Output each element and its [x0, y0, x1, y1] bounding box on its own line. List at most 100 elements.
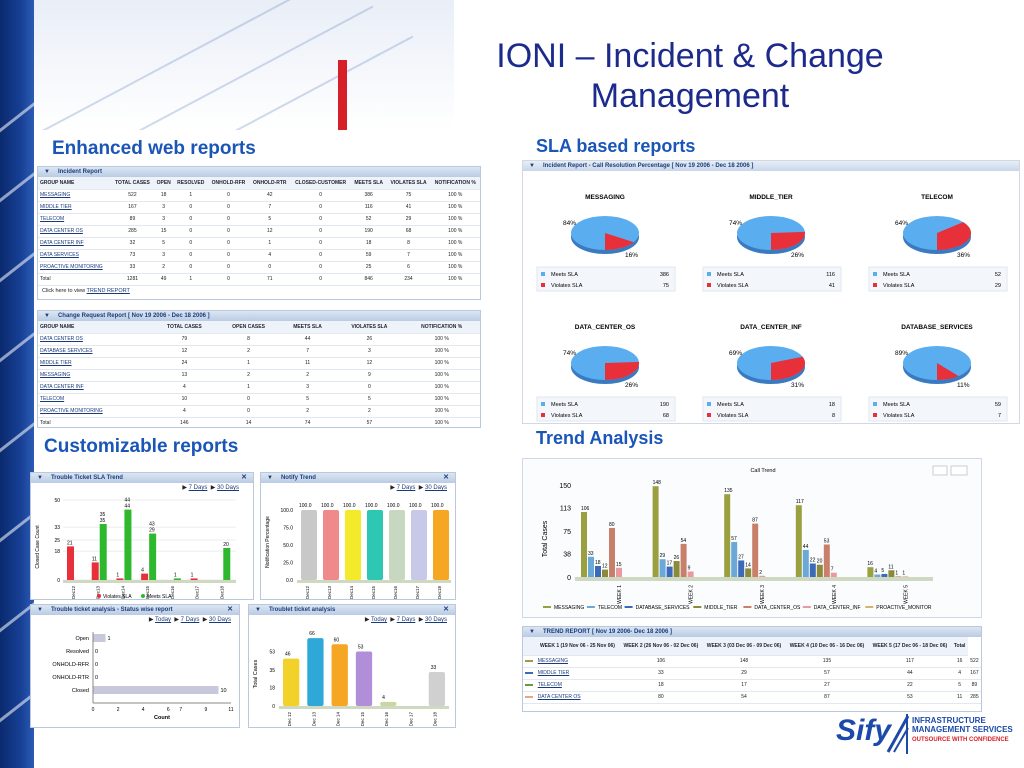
group-name-cell[interactable]: DATA SERVICES [38, 249, 112, 262]
legend-label: DATA_CENTER_OS [754, 605, 801, 611]
bar-label: 54 [681, 538, 687, 544]
pie-legend-box [702, 396, 842, 422]
line-chart-toggle-icon [950, 465, 968, 476]
collapse-icon[interactable]: ▼ [44, 169, 50, 175]
value-cell: 18 [619, 679, 703, 692]
group-name-cell[interactable]: MESSAGING [535, 655, 620, 668]
bar-label: 1 [902, 570, 905, 576]
collapse-icon[interactable]: ▼ [37, 475, 43, 481]
x-tick-label: Dec17 [415, 586, 420, 600]
bar-label: 35 [100, 518, 106, 524]
legend-meets-value: 190 [660, 402, 669, 408]
value-cell: 10 [151, 393, 218, 406]
collapse-icon[interactable]: ▼ [529, 163, 535, 169]
bar-label: 100.0 [343, 503, 356, 509]
link-30-days[interactable]: 30 Days [216, 485, 239, 491]
link-7-days[interactable]: 7 Days [180, 617, 200, 623]
legend-swatch [586, 606, 595, 608]
incident-report-header[interactable]: ▼ Incident Report [38, 167, 480, 177]
collapse-icon[interactable]: ▼ [529, 629, 535, 635]
value-cell: 0 [290, 225, 351, 238]
collapse-icon[interactable]: ▼ [267, 475, 273, 481]
x-tick-label: 7 [179, 707, 182, 713]
slide-title-line2: Management [590, 77, 790, 115]
meets-pct-label: 69% [729, 350, 742, 357]
bar-label: 0 [95, 649, 98, 655]
group-name-cell[interactable]: TELECOM [535, 679, 620, 692]
group-name-cell[interactable]: MESSAGING [38, 369, 152, 382]
notify-trend-chart: Notification Percentage 100.0 75.0 50.0 25.0… [265, 503, 451, 600]
bar-label: 11 [888, 564, 893, 570]
legend-meets-label: Meets SLA [717, 402, 744, 408]
group-name-cell[interactable]: TELECOM [38, 393, 152, 406]
bar-label: 100.0 [299, 503, 312, 509]
link-today[interactable]: Today [155, 617, 172, 623]
value-cell: 0 [290, 261, 351, 274]
pie-legend-box [536, 396, 676, 422]
bar-label: 60 [334, 637, 340, 643]
group-name-cell[interactable]: PROACTIVE MONITORING [38, 261, 112, 274]
group-name-cell[interactable]: DATA CENTER OS [535, 691, 620, 704]
status-report-links: ▶ Today ▶ 7 Days ▶ 30 Days [148, 617, 231, 623]
status-report-header[interactable]: ▼ Trouble ticket analysis - Status wise r… [31, 605, 239, 615]
value-cell: 89 [111, 213, 154, 226]
group-name-cell[interactable]: DATA CENTER OS [38, 225, 112, 238]
group-name-cell[interactable]: MIDDLE TIER [38, 201, 112, 214]
group-name-cell[interactable]: DATA CENTER INF [38, 237, 112, 250]
link-7-days[interactable]: 7 Days [396, 485, 416, 491]
collapse-icon[interactable]: ▼ [37, 607, 43, 613]
group-name-cell[interactable]: DATA CENTER INF [38, 381, 152, 394]
value-cell: 5 [951, 679, 968, 692]
meets-pct-label: 74% [563, 350, 576, 357]
series-swatch [523, 691, 536, 704]
group-name-cell[interactable]: PROACTIVE MONITORING [38, 405, 152, 418]
link-30-days[interactable]: 30 Days [424, 485, 447, 491]
legend-meets-swatch [541, 402, 545, 406]
group-name-cell[interactable]: DATABASE SERVICES [38, 345, 152, 358]
table-row: MESSAGING 106 148 135 117 16 522 [523, 655, 981, 668]
collapse-icon[interactable]: ▼ [44, 313, 50, 319]
value-cell: 1 [217, 381, 280, 394]
value-cell: 0 [173, 249, 208, 262]
troublet-bar [283, 658, 300, 706]
group-name-cell[interactable]: MIDDLE TIER [38, 357, 152, 370]
bar-label: 106 [581, 506, 590, 512]
table-row: PROACTIVE MONITORING 33 2 0 0 0 0 25 6 100 % [38, 261, 480, 274]
link-7-days[interactable]: 7 Days [188, 485, 208, 491]
legend-label: MIDDLE_TIER [704, 605, 737, 611]
collapse-icon[interactable]: ▼ [255, 607, 261, 613]
change-request-header[interactable]: ▼ Change Request Report [ Nov 19 2006 - D… [38, 311, 480, 321]
sla-trend-title: Trouble Ticket SLA Trend [50, 475, 123, 481]
link-7-days[interactable]: 7 Days [396, 617, 416, 623]
value-cell: 100 % [403, 357, 480, 370]
notify-trend-header[interactable]: ▼ Notify Trend ✕ [261, 473, 455, 483]
sla-pie-group: TELECOM 64% 36% Meets SLA 52 Violates SLA 29 [868, 194, 1008, 292]
trend-report-header[interactable]: ▼ TREND REPORT [ Nov 19 2006- Dec 18 2006… [523, 627, 981, 637]
pie-slice-violates [937, 222, 971, 250]
group-name-cell[interactable]: MIDDLE TIER [535, 667, 620, 680]
close-icon[interactable]: ✕ [443, 474, 449, 481]
trend-report-link[interactable]: TREND REPORT [86, 287, 130, 294]
group-name-cell[interactable]: DATA CENTER OS [38, 333, 152, 346]
close-icon[interactable]: ✕ [241, 474, 247, 481]
value-cell: 3 [279, 381, 336, 394]
link-30-days[interactable]: 30 Days [208, 617, 231, 623]
group-name-cell[interactable]: TELECOM [38, 213, 112, 226]
bar-label: 11 [92, 556, 97, 562]
violates-pct-label: 31% [791, 382, 804, 389]
bar-label: 53 [358, 644, 364, 650]
table-row: DATA CENTER OS 285 15 0 0 12 0 190 68 100 % [38, 225, 480, 238]
value-cell: 26 [335, 333, 404, 346]
pie-slice-violates [771, 356, 805, 380]
close-icon[interactable]: ✕ [443, 606, 449, 613]
y-tick-label: 18 [269, 685, 275, 691]
sla-trend-header[interactable]: ▼ Trouble Ticket SLA Trend ✕ [31, 473, 253, 483]
troublet-header[interactable]: ▼ Troublet ticket analysis ✕ [249, 605, 455, 615]
sla-report-header[interactable]: ▼ Incident Report - Call Resolution Perce… [523, 161, 1019, 171]
link-30-days[interactable]: 30 Days [424, 617, 447, 623]
group-name-cell[interactable]: MESSAGING [38, 189, 112, 202]
x-tick-label: Dec15 [371, 586, 376, 600]
link-today[interactable]: Today [371, 617, 388, 623]
close-icon[interactable]: ✕ [227, 606, 233, 613]
